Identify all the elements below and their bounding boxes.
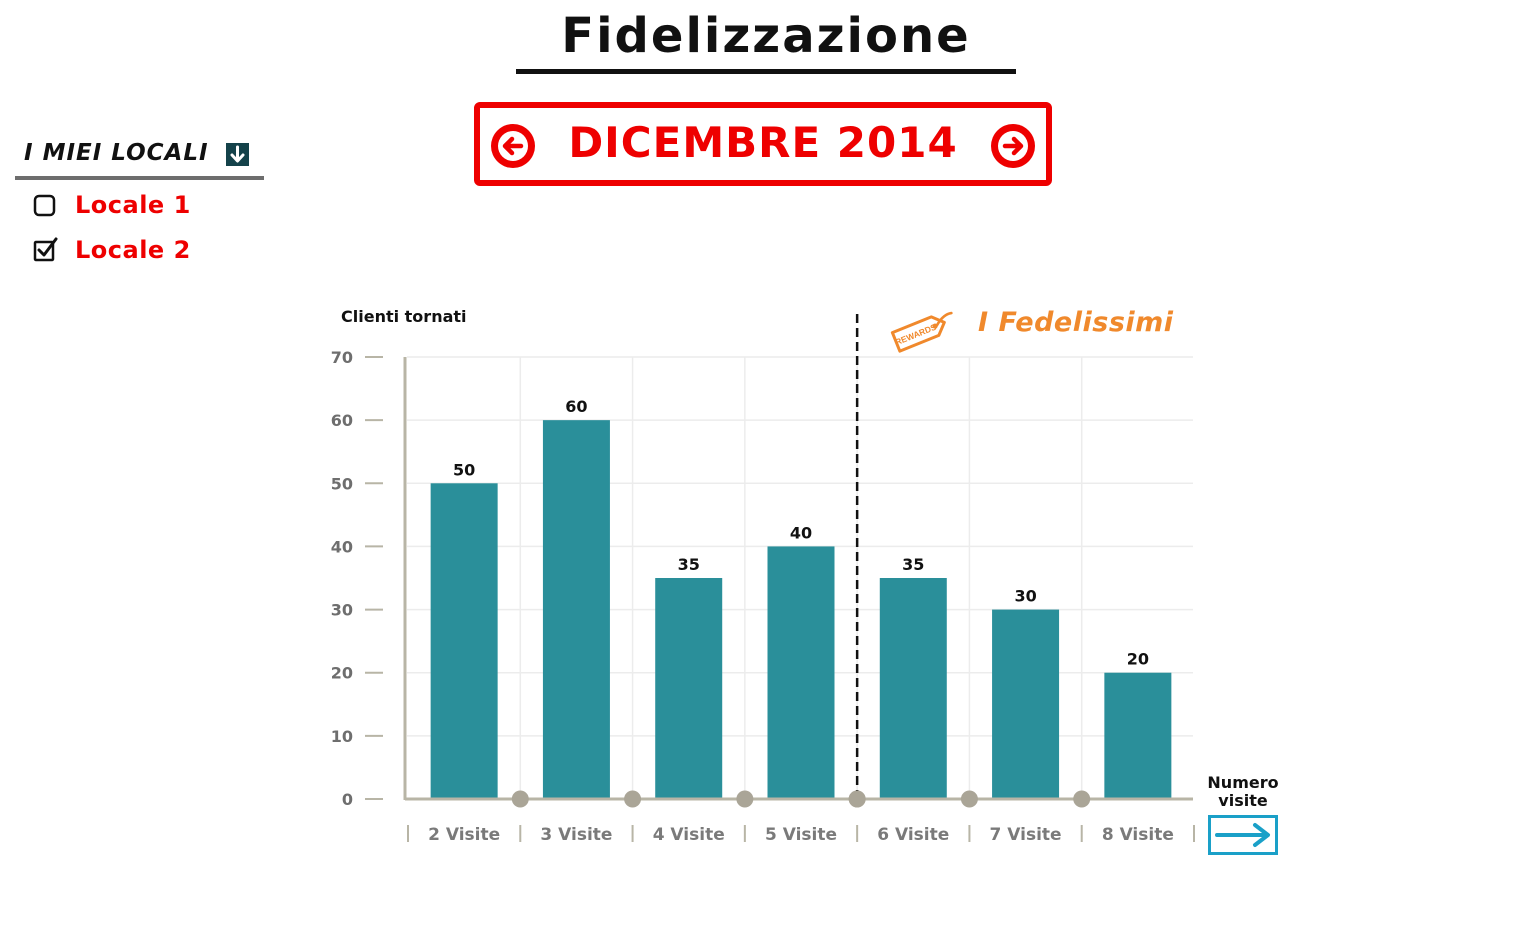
x-tick-label: 5 Visite: [765, 825, 837, 845]
bar: [879, 578, 947, 799]
page-title: Fidelizzazione: [561, 8, 971, 64]
x-tick-label: 4 Visite: [653, 825, 725, 845]
bar-value-label: 60: [565, 397, 587, 416]
venue-label: Locale 2: [75, 236, 191, 264]
arrow-left-icon: [498, 131, 528, 161]
bar-value-label: 50: [453, 460, 475, 479]
bar: [1104, 672, 1172, 799]
x-tick-label: 3 Visite: [540, 825, 612, 845]
rewards-tag-icon: REWARDS: [890, 311, 953, 353]
next-visits-button[interactable]: [1208, 815, 1278, 855]
bar: [767, 546, 835, 799]
next-month-button[interactable]: [991, 124, 1035, 168]
prev-month-button[interactable]: [491, 124, 535, 168]
y-tick-label: 0: [342, 790, 353, 809]
x-axis-dot: [960, 790, 978, 808]
y-tick-label: 10: [331, 727, 353, 746]
x-tick-label: 7 Visite: [990, 825, 1062, 845]
y-tick-label: 20: [331, 664, 353, 683]
x-axis-title: Numero visite: [1207, 773, 1279, 810]
bar-value-label: 35: [902, 555, 924, 574]
venue-item-1[interactable]: Locale 1: [32, 189, 191, 221]
y-tick-label: 50: [331, 474, 353, 493]
period-selector: DICEMBRE 2014: [474, 102, 1052, 186]
bar: [430, 483, 498, 799]
x-tick-label: 6 Visite: [877, 825, 949, 845]
period-label: DICEMBRE 2014: [568, 118, 958, 167]
sidebar-divider: [15, 176, 264, 180]
loyal-section-label: I Fedelissimi: [978, 307, 1174, 338]
x-axis-dot: [624, 790, 642, 808]
bar-value-label: 40: [790, 523, 812, 542]
bar: [992, 609, 1060, 799]
bar: [542, 420, 610, 799]
y-tick-label: 40: [331, 537, 353, 556]
long-arrow-right-icon: [1215, 823, 1270, 847]
y-axis-title: Clienti tornati: [341, 307, 467, 326]
title-underline: [516, 69, 1016, 74]
x-axis-dot: [848, 790, 866, 808]
arrow-down-icon: [230, 145, 245, 163]
x-tick-label: 8 Visite: [1102, 825, 1174, 845]
x-axis-dot: [1073, 790, 1091, 808]
y-tick-label: 70: [331, 348, 353, 367]
x-tick-label: 2 Visite: [428, 825, 500, 845]
venue-label: Locale 1: [75, 191, 191, 219]
x-axis-dot: [511, 790, 529, 808]
sidebar-title: I MIEI LOCALI: [24, 140, 209, 166]
bar-value-label: 20: [1127, 650, 1149, 669]
venue-item-2[interactable]: Locale 2: [32, 234, 191, 266]
checkbox-unchecked-icon[interactable]: [32, 192, 58, 218]
bar-value-label: 35: [678, 555, 700, 574]
y-tick-label: 30: [331, 601, 353, 620]
bar: [655, 578, 723, 799]
checkbox-checked-icon[interactable]: [32, 237, 58, 263]
sidebar-toggle-button[interactable]: [226, 143, 249, 166]
arrow-right-icon: [998, 131, 1028, 161]
bar-value-label: 30: [1014, 587, 1036, 606]
y-tick-label: 60: [331, 411, 353, 430]
x-axis-dot: [736, 790, 754, 808]
